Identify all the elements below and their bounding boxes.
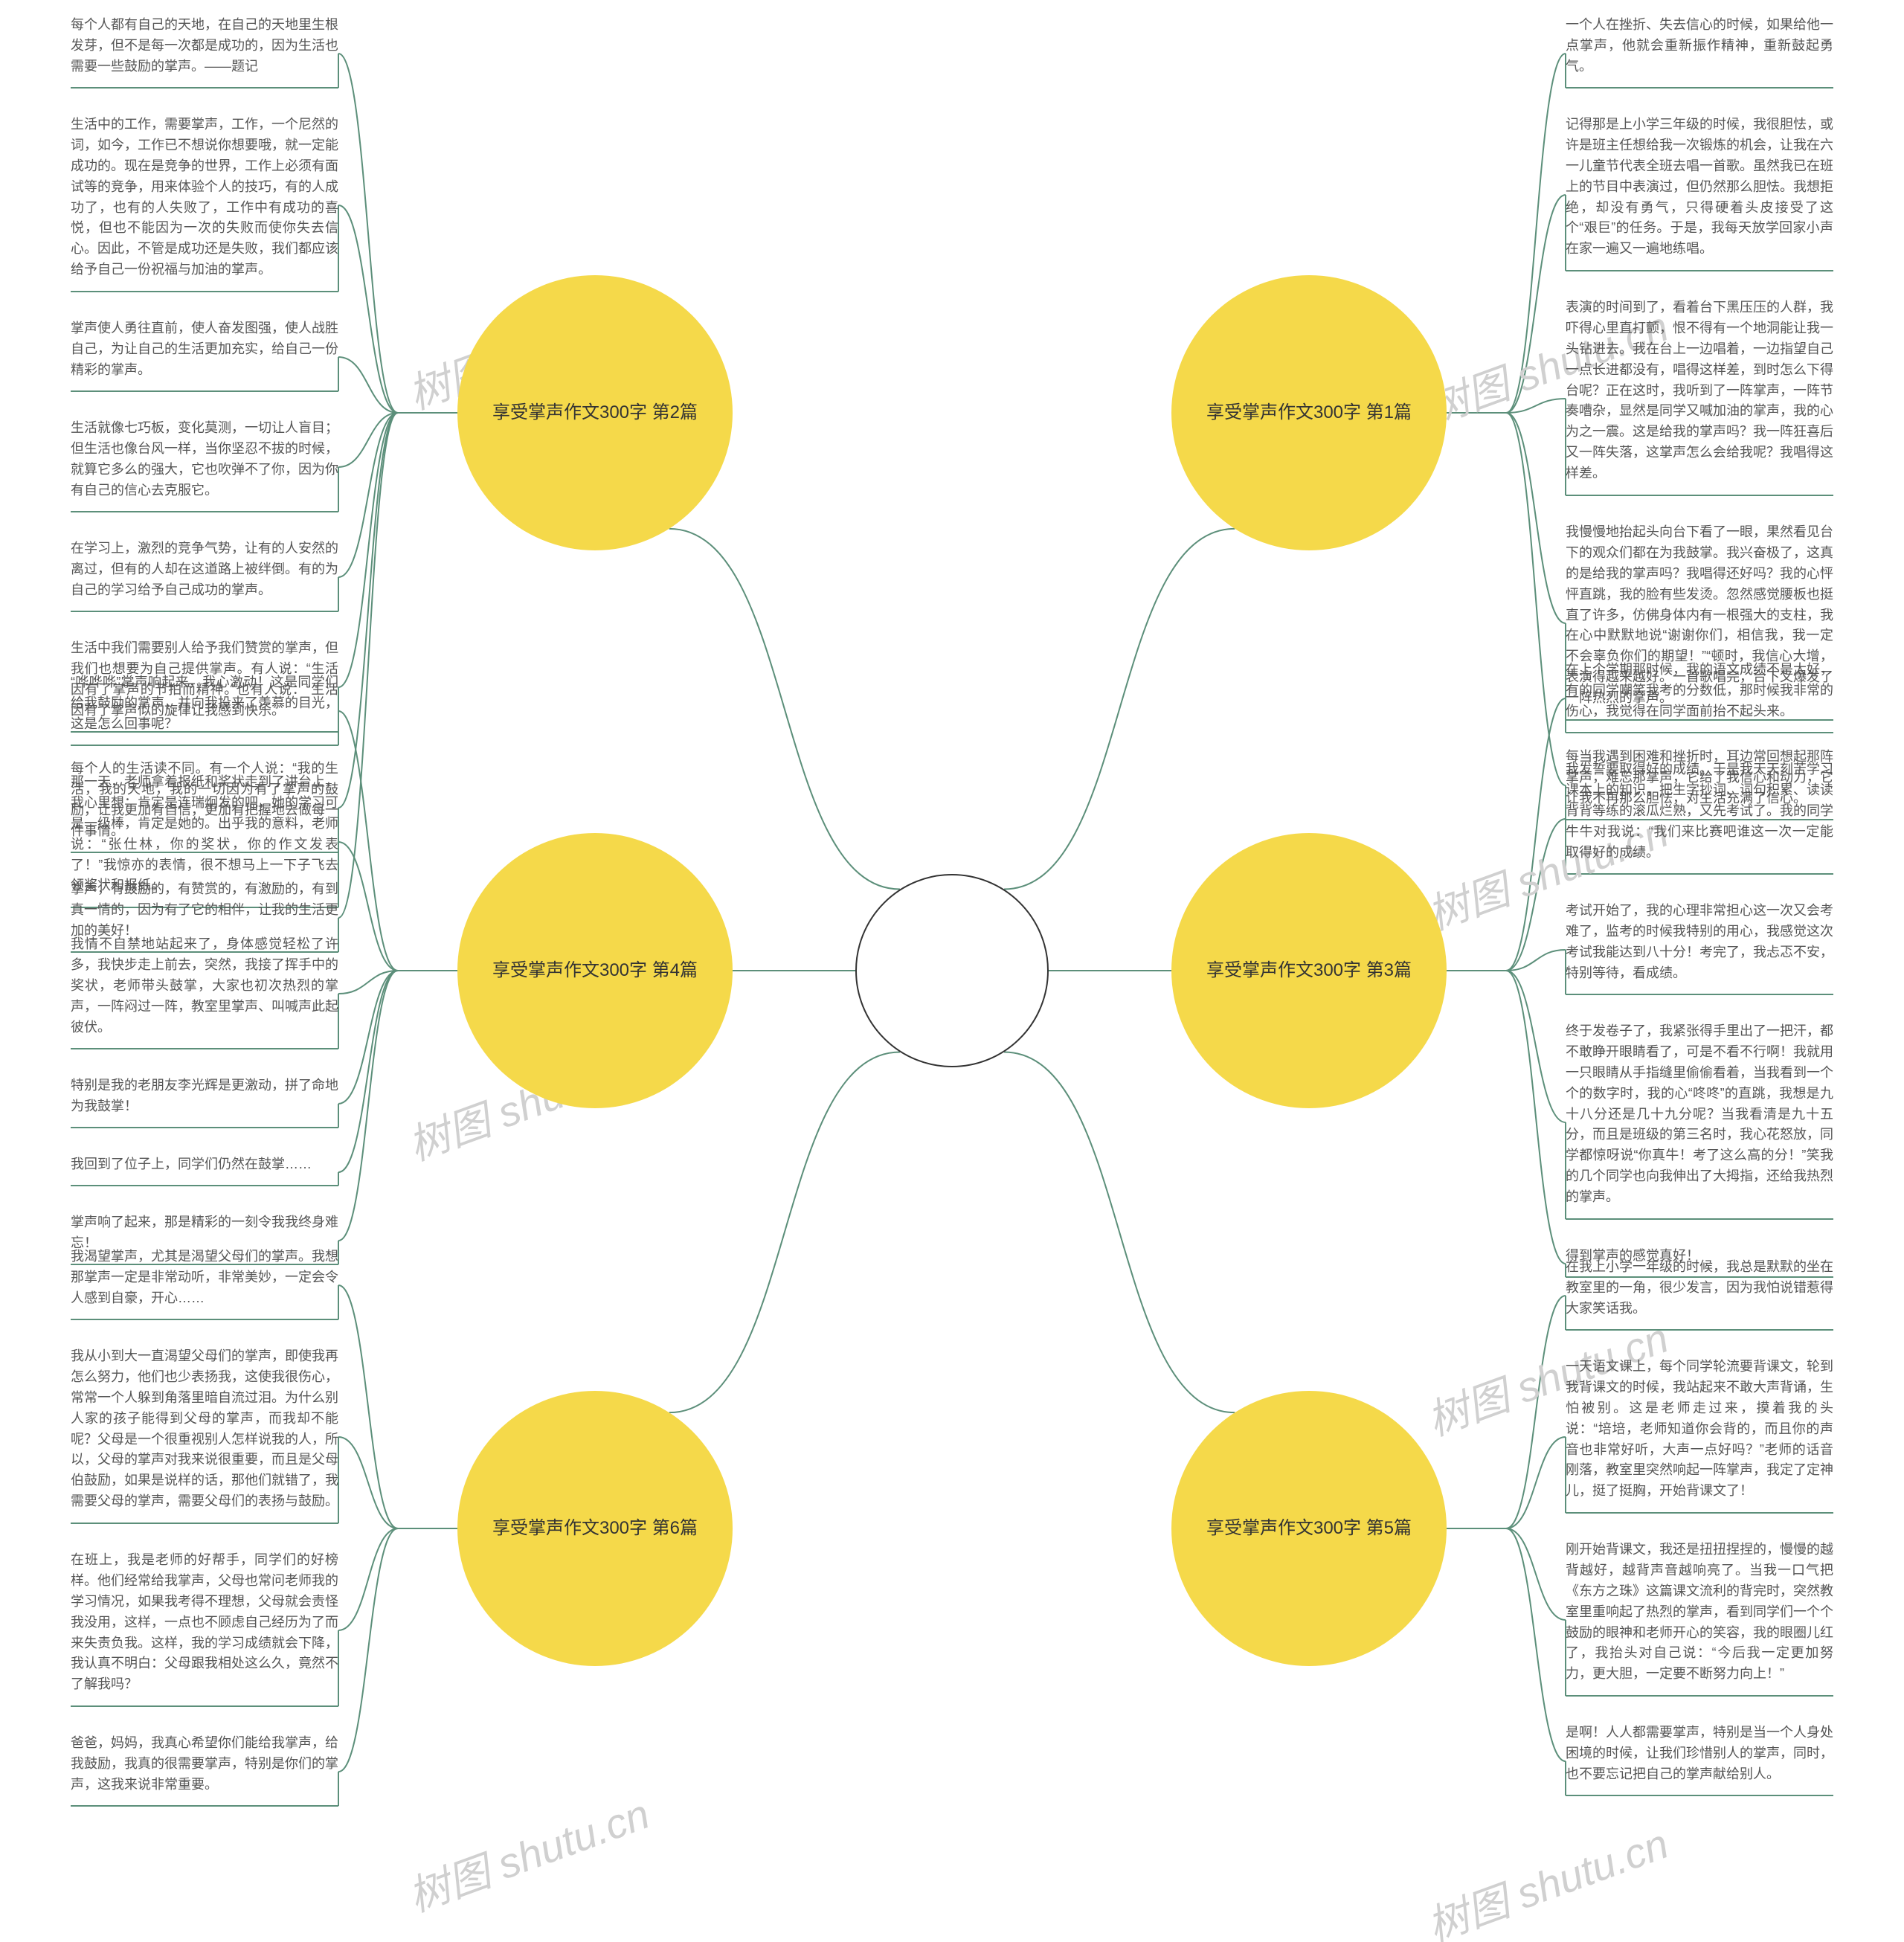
topic-node[interactable]: 享受掌声作文300字 第4篇: [457, 833, 733, 1108]
topic-node[interactable]: 享受掌声作文300字 第1篇: [1171, 275, 1447, 550]
leaf-text: 我回到了位子上，同学们仍然在鼓掌……: [71, 1154, 338, 1175]
leaf-text: 我发誓要取得好的成绩。于是我天天刻苦学习课本上的知识，把生字抄词、词句积累、读读…: [1566, 759, 1833, 863]
leaf-text: 我情不自禁地站起来了，身体感觉轻松了许多，我快步走上前去，突然，我接了挥手中的奖…: [71, 934, 338, 1038]
leaf-text: 每个人都有自己的天地，在自己的天地里生根发芽，但不是每一次都是成功的，因为生活也…: [71, 15, 338, 77]
topic-label: 享受掌声作文300字 第3篇: [1199, 951, 1419, 991]
leaf-text: 在班上，我是老师的好帮手，同学们的好榜样。他们经常给我掌声，父母也常问老师我的学…: [71, 1550, 338, 1695]
topic-label: 享受掌声作文300字 第5篇: [1199, 1508, 1419, 1549]
leaf-text: 爸爸，妈妈，我真心希望你们能给我掌声，给我鼓励，我真的很需要掌声，特别是你们的掌…: [71, 1733, 338, 1795]
topic-node[interactable]: 享受掌声作文300字 第3篇: [1171, 833, 1447, 1108]
leaf-text: 一天语文课上，每个同学轮流要背课文，轮到我背课文的时候，我站起来不敢大声背诵，生…: [1566, 1357, 1833, 1502]
leaf-text: 终于发卷子了，我紧张得手里出了一把汗，都不敢睁开眼睛看了，可是不看不行啊！我就用…: [1566, 1021, 1833, 1208]
leaf-text: 刚开始背课文，我还是扭扭捏捏的，慢慢的越背越好，越背声音越响亮了。当我一口气把《…: [1566, 1540, 1833, 1685]
leaf-text: 那一天，老师拿着报纸和奖状走到了讲台上，我心里想：肯定是连瑞炯发的吧，她的学习可…: [71, 772, 338, 896]
leaf-text: 考试开始了，我的心理非常担心这一次又会考难了，监考的时候我特别的用心，我感觉这次…: [1566, 901, 1833, 984]
leaf-text: “哗哗哗”掌声响起来，我心激动！这是同学们给我鼓励的掌声，并向我投来了羡慕的目光…: [71, 672, 338, 735]
leaf-text: 在我上小学一年级的时候，我总是默默的坐在教室里的一角，很少发言，因为我怕说错惹得…: [1566, 1257, 1833, 1319]
topic-label: 享受掌声作文300字 第2篇: [485, 393, 705, 433]
topic-node[interactable]: 享受掌声作文300字 第5篇: [1171, 1391, 1447, 1666]
leaf-text: 掌声使人勇往直前，使人奋发图强，使人战胜自己，为让自己的生活更加充实，给自己一份…: [71, 318, 338, 381]
leaf-text: 我从小到大一直渴望父母们的掌声，即使我再怎么努力，他们也少表扬我，这使我很伤心，…: [71, 1346, 338, 1512]
topic-node[interactable]: 享受掌声作文300字 第6篇: [457, 1391, 733, 1666]
center-node: [855, 874, 1049, 1067]
leaf-text: 表演的时间到了，看着台下黑压压的人群，我吓得心里直打颤，恨不得有一个地洞能让我一…: [1566, 298, 1833, 484]
topic-label: 享受掌声作文300字 第6篇: [485, 1508, 705, 1549]
mindmap-stage: 树图 shutu.cn树图 shutu.cn树图 shutu.cn树图 shut…: [0, 0, 1904, 1942]
leaf-text: 生活中的工作，需要掌声，工作，一个尼然的词，如今，工作已不想说你想要哦，就一定能…: [71, 115, 338, 280]
leaf-text: 在学习上，激烈的竞争气势，让有的人安然的离过，但有的人却在这道路上被绊倒。有的为…: [71, 538, 338, 601]
leaf-text: 在上个学期那时候，我的语文成绩不是太好，有的同学嘲笑我考的分数低，那时候我非常的…: [1566, 660, 1833, 722]
topic-node[interactable]: 享受掌声作文300字 第2篇: [457, 275, 733, 550]
leaf-text: 我渴望掌声，尤其是渴望父母们的掌声。我想那掌声一定是非常动听，非常美妙，一定会令…: [71, 1247, 338, 1309]
leaf-text: 记得那是上小学三年级的时候，我很胆怯，或许是班主任想给我一次锻炼的机会，让我在六…: [1566, 115, 1833, 260]
watermark: 树图 shutu.cn: [1418, 1810, 1676, 1942]
topic-label: 享受掌声作文300字 第4篇: [485, 951, 705, 991]
leaf-text: 一个人在挫折、失去信心的时候，如果给他一点掌声，他就会重新振作精神，重新鼓起勇气…: [1566, 15, 1833, 77]
topic-label: 享受掌声作文300字 第1篇: [1199, 393, 1419, 433]
leaf-text: 是啊！人人都需要掌声，特别是当一个人身处困境的时候，让我们珍惜别人的掌声，同时，…: [1566, 1723, 1833, 1785]
leaf-text: 生活就像七巧板，变化莫测，一切让人盲目；但生活也像台风一样，当你坚忍不拔的时候，…: [71, 418, 338, 501]
leaf-text: 特别是我的老朋友李光辉是更激动，拼了命地为我鼓掌！: [71, 1076, 338, 1117]
watermark: 树图 shutu.cn: [399, 1781, 657, 1923]
